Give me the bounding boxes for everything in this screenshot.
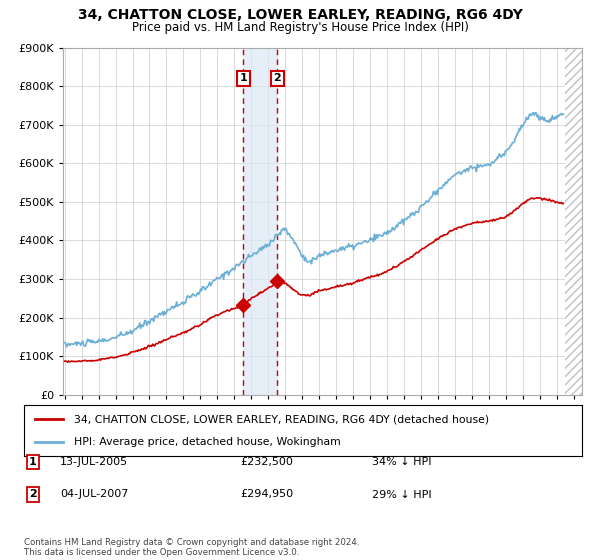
Text: 2: 2 <box>274 73 281 83</box>
Text: 34, CHATTON CLOSE, LOWER EARLEY, READING, RG6 4DY: 34, CHATTON CLOSE, LOWER EARLEY, READING… <box>77 8 523 22</box>
Text: 34, CHATTON CLOSE, LOWER EARLEY, READING, RG6 4DY (detached house): 34, CHATTON CLOSE, LOWER EARLEY, READING… <box>74 414 490 424</box>
Text: Contains HM Land Registry data © Crown copyright and database right 2024.
This d: Contains HM Land Registry data © Crown c… <box>24 538 359 557</box>
Text: 34% ↓ HPI: 34% ↓ HPI <box>372 457 431 467</box>
Text: 13-JUL-2005: 13-JUL-2005 <box>60 457 128 467</box>
Text: 1: 1 <box>239 73 247 83</box>
Text: £294,950: £294,950 <box>240 489 293 500</box>
Text: Price paid vs. HM Land Registry's House Price Index (HPI): Price paid vs. HM Land Registry's House … <box>131 21 469 34</box>
Text: 1: 1 <box>29 457 37 467</box>
Text: HPI: Average price, detached house, Wokingham: HPI: Average price, detached house, Woki… <box>74 437 341 447</box>
Text: 29% ↓ HPI: 29% ↓ HPI <box>372 489 431 500</box>
Text: 04-JUL-2007: 04-JUL-2007 <box>60 489 128 500</box>
Text: 2: 2 <box>29 489 37 500</box>
Text: £232,500: £232,500 <box>240 457 293 467</box>
Bar <box>243 48 277 395</box>
